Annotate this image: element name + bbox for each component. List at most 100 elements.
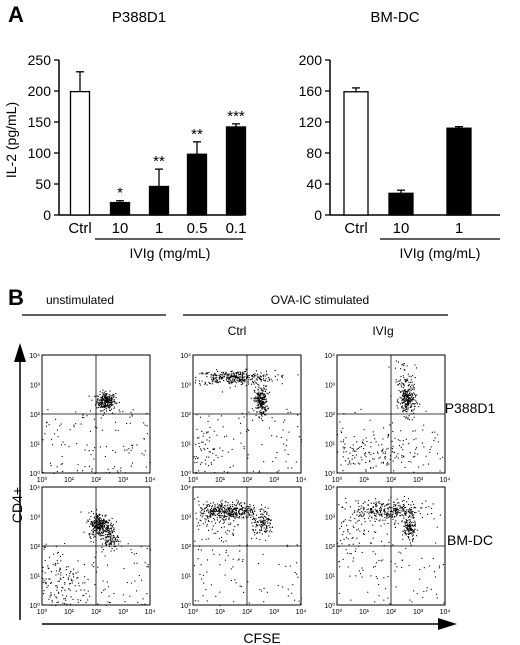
flow-x-tick-label: 10⁴ xyxy=(440,477,451,484)
flow-x-tick-label: 10¹ xyxy=(64,609,75,616)
flow-y-tick-label: 10⁰ xyxy=(324,470,335,478)
flow-y-tick-label: 10¹ xyxy=(30,574,41,581)
flow-y-tick-label: 10⁴ xyxy=(324,485,335,492)
flow-x-tick-label: 10⁴ xyxy=(145,609,156,616)
flow-y-tick-label: 10⁴ xyxy=(324,353,335,360)
x-tick-label: Ctrl xyxy=(68,220,91,237)
flow-y-tick-label: 10² xyxy=(181,412,192,419)
flow-x-tick-label: 10⁴ xyxy=(440,609,451,616)
column-label-ctrl: Ctrl xyxy=(228,324,247,338)
y-tick-label: 0 xyxy=(314,207,322,223)
panel-b-letter: B xyxy=(8,285,24,310)
flow-x-tick-label: 10² xyxy=(91,477,102,484)
flow-y-tick-label: 10¹ xyxy=(30,442,41,449)
flow-x-tick-label: 10⁰ xyxy=(188,476,199,484)
flow-x-tick-label: 10² xyxy=(242,477,253,484)
flow-events xyxy=(193,368,302,474)
flow-y-tick-label: 10³ xyxy=(181,383,192,390)
cfse-arrowhead-icon xyxy=(438,618,457,630)
flow-events xyxy=(42,389,151,474)
flow-events xyxy=(337,360,444,474)
y-tick-label: 120 xyxy=(299,114,323,130)
flow-x-tick-label: 10⁰ xyxy=(37,476,48,484)
significance-label: *** xyxy=(227,108,245,125)
flow-x-tick-label: 10⁰ xyxy=(188,608,199,616)
chart-bm-dc: BM-DC 0 40 80 120 160 200 Ctrl 10 1 IVIg (mg/mL… xyxy=(299,9,500,261)
flow-y-tick-label: 10³ xyxy=(181,515,192,522)
x-tick-label: 10 xyxy=(393,220,410,237)
flow-x-tick-label: 10¹ xyxy=(215,609,226,616)
cd4-arrowhead-icon xyxy=(14,343,26,362)
flow-x-tick-label: 10⁴ xyxy=(145,477,156,484)
y-axis-label: IL-2 (pg/mL) xyxy=(3,102,19,178)
flow-y-tick-label: 10² xyxy=(181,544,192,551)
flow-y-tick-label: 10² xyxy=(30,412,41,419)
panel-a-letter: A xyxy=(8,2,24,27)
flow-x-tick-label: 10³ xyxy=(118,609,129,616)
flow-x-tick-label: 10¹ xyxy=(359,477,370,484)
y-tick-label: 40 xyxy=(306,176,322,192)
flow-x-tick-label: 10⁰ xyxy=(332,476,343,484)
flow-events xyxy=(337,495,445,605)
flow-x-tick-label: 10⁰ xyxy=(37,608,48,616)
flow-x-tick-label: 10¹ xyxy=(359,609,370,616)
flow-events xyxy=(42,509,152,606)
flow-y-tick-label: 10¹ xyxy=(325,442,336,449)
flow-y-tick-label: 10³ xyxy=(325,515,336,522)
bar xyxy=(446,127,472,216)
cd4-axis-label: CD4+ xyxy=(9,487,25,523)
y-tick-label: 100 xyxy=(28,145,52,161)
flow-y-tick-label: 10² xyxy=(325,544,336,551)
x-tick-label: 10 xyxy=(112,220,129,237)
flow-x-tick-label: 10² xyxy=(386,477,397,484)
y-tick-label: 200 xyxy=(28,83,52,99)
flow-y-tick-label: 10³ xyxy=(325,383,336,390)
x-tick-label: 1 xyxy=(455,220,463,237)
row-label-bm-dc: BM-DC xyxy=(447,532,493,548)
flow-x-tick-label: 10⁰ xyxy=(332,608,343,616)
flow-y-tick-label: 10⁰ xyxy=(29,470,40,478)
x-tick-label: 0.1 xyxy=(226,220,247,237)
flow-x-tick-label: 10³ xyxy=(413,609,424,616)
x-tick-label: Ctrl xyxy=(344,220,367,237)
flow-x-tick-label: 10⁴ xyxy=(296,609,307,616)
bar xyxy=(148,185,170,216)
chart-title: BM-DC xyxy=(370,9,419,26)
flow-y-tick-label: 10⁰ xyxy=(180,602,191,610)
x-tick-label: 1 xyxy=(155,220,163,237)
flow-y-tick-label: 10⁴ xyxy=(180,485,191,492)
y-tick-label: 200 xyxy=(299,52,323,68)
bar xyxy=(69,90,91,216)
flow-y-tick-label: 10³ xyxy=(30,515,41,522)
bar xyxy=(186,153,208,216)
group-label: IVIg (mg/mL) xyxy=(400,245,481,261)
bar xyxy=(388,192,414,216)
flow-y-tick-label: 10⁴ xyxy=(180,353,191,360)
flow-y-tick-label: 10⁰ xyxy=(29,602,40,610)
significance-label: ** xyxy=(191,126,203,143)
flow-x-tick-label: 10³ xyxy=(413,477,424,484)
header-stimulated: OVA-IC stimulated xyxy=(271,293,369,307)
flow-x-tick-label: 10² xyxy=(386,609,397,616)
flow-y-tick-label: 10² xyxy=(30,544,41,551)
row-label-p388d1: P388D1 xyxy=(445,400,496,416)
column-label-ivig: IVIg xyxy=(372,324,393,338)
flow-x-tick-label: 10¹ xyxy=(215,477,226,484)
flow-x-tick-label: 10⁴ xyxy=(296,477,307,484)
group-label: IVIg (mg/mL) xyxy=(130,245,211,261)
flow-y-tick-label: 10¹ xyxy=(181,574,192,581)
bar xyxy=(343,91,369,216)
y-tick-label: 150 xyxy=(28,114,52,130)
flow-x-tick-label: 10³ xyxy=(269,477,280,484)
chart-p388d1: P388D1 IL-2 (pg/mL) 0 50 100 150 200 250 Ctrl… xyxy=(3,9,246,261)
flow-y-tick-label: 10¹ xyxy=(181,442,192,449)
flow-y-tick-label: 10⁰ xyxy=(180,470,191,478)
flow-x-tick-label: 10² xyxy=(91,609,102,616)
